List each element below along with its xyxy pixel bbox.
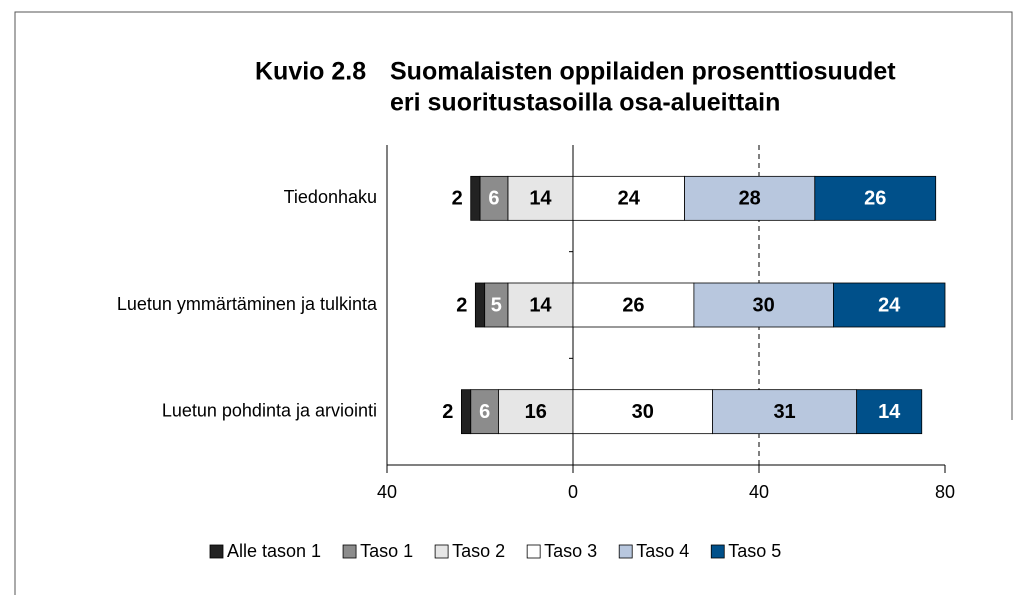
legend-label: Taso 4 [636,541,689,561]
value-label: 24 [618,188,641,210]
value-label: 14 [529,294,552,316]
bar-segment [712,389,858,435]
value-label: 26 [622,294,644,316]
legend-swatch [526,544,541,559]
legend-swatch [710,544,725,559]
bar-segment [833,282,946,328]
value-label: 30 [632,401,654,423]
value-label: 26 [864,188,886,210]
legend-label: Alle tason 1 [227,541,321,561]
legend-swatch [434,544,449,559]
value-label: 30 [753,294,775,316]
value-label: 6 [479,401,490,423]
value-label: 28 [739,188,761,210]
x-tick-label: 80 [935,482,955,502]
value-label: 16 [525,401,547,423]
bar-segment [572,175,685,221]
x-tick-label: 40 [377,482,397,502]
page-frame [14,11,1013,595]
value-label: 31 [773,401,795,423]
legend-swatch [618,544,633,559]
legend-label: Taso 3 [544,541,597,561]
bar-segment [460,389,472,435]
legend-swatch [342,544,357,559]
figure-number: Kuvio 2.8 [255,58,366,86]
value-label: 2 [452,188,463,210]
bar-segment [470,175,481,221]
x-tick-label: 0 [568,482,578,502]
value-label: 24 [878,294,901,316]
category-label: Luetun pohdinta ja arviointi [162,400,377,420]
bar-segment [856,389,923,435]
bar-segment [470,389,500,435]
value-label: 14 [878,401,901,423]
value-label: 2 [442,401,453,423]
category-label: Tiedonhaku [284,187,377,207]
x-tick-label: 40 [749,482,769,502]
bar-segment [498,389,574,435]
bar-segment [684,175,816,221]
value-label: 2 [456,294,467,316]
value-label: 5 [491,294,502,316]
bar-segment [814,175,937,221]
chart-title: eri suoritustasoilla osa-alueittain [390,89,780,117]
value-label: 14 [529,188,552,210]
legend-swatch [209,544,224,559]
bar-segment [474,282,486,328]
legend-label: Taso 1 [360,541,413,561]
legend-label: Taso 2 [452,541,505,561]
chart-title: Suomalaisten oppilaiden prosenttiosuudet [390,58,896,86]
category-label: Luetun ymmärtäminen ja tulkinta [117,294,378,314]
value-label: 6 [488,188,499,210]
bar-segment [572,282,695,328]
legend-label: Taso 5 [728,541,781,561]
